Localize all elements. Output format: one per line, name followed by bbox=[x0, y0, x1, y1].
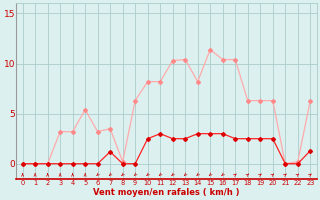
X-axis label: Vent moyen/en rafales ( km/h ): Vent moyen/en rafales ( km/h ) bbox=[93, 188, 240, 197]
